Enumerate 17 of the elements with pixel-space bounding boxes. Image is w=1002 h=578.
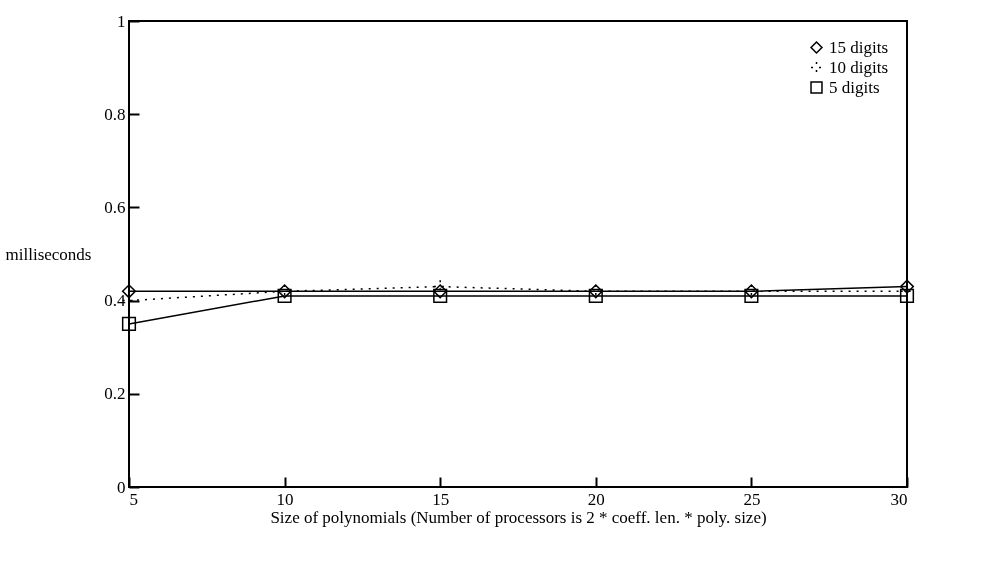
legend-label: 5 digits bbox=[829, 77, 880, 97]
y-tick-label: 0.2 bbox=[104, 384, 126, 404]
legend-label: 10 digits bbox=[829, 57, 889, 77]
y-tick-label: 0 bbox=[117, 477, 126, 497]
x-tick-label: 5 bbox=[129, 489, 138, 509]
x-tick-label: 10 bbox=[276, 489, 294, 509]
x-tick-label: 20 bbox=[587, 489, 605, 509]
x-tick-label: 15 bbox=[432, 489, 450, 509]
y-tick-label: 1 bbox=[117, 11, 126, 31]
x-axis-title: Size of polynomials (Number of processors is 2 * coeff. len. * poly. size) bbox=[270, 507, 767, 527]
y-tick-label: 0.6 bbox=[104, 197, 126, 217]
x-tick-label: 30 bbox=[890, 489, 908, 509]
x-tick-label: 25 bbox=[743, 489, 761, 509]
y-tick-label: 0.8 bbox=[104, 104, 126, 124]
y-axis-title: milliseconds bbox=[5, 244, 92, 264]
y-tick-label: 0.4 bbox=[104, 291, 126, 311]
legend-label: 15 digits bbox=[829, 37, 889, 57]
